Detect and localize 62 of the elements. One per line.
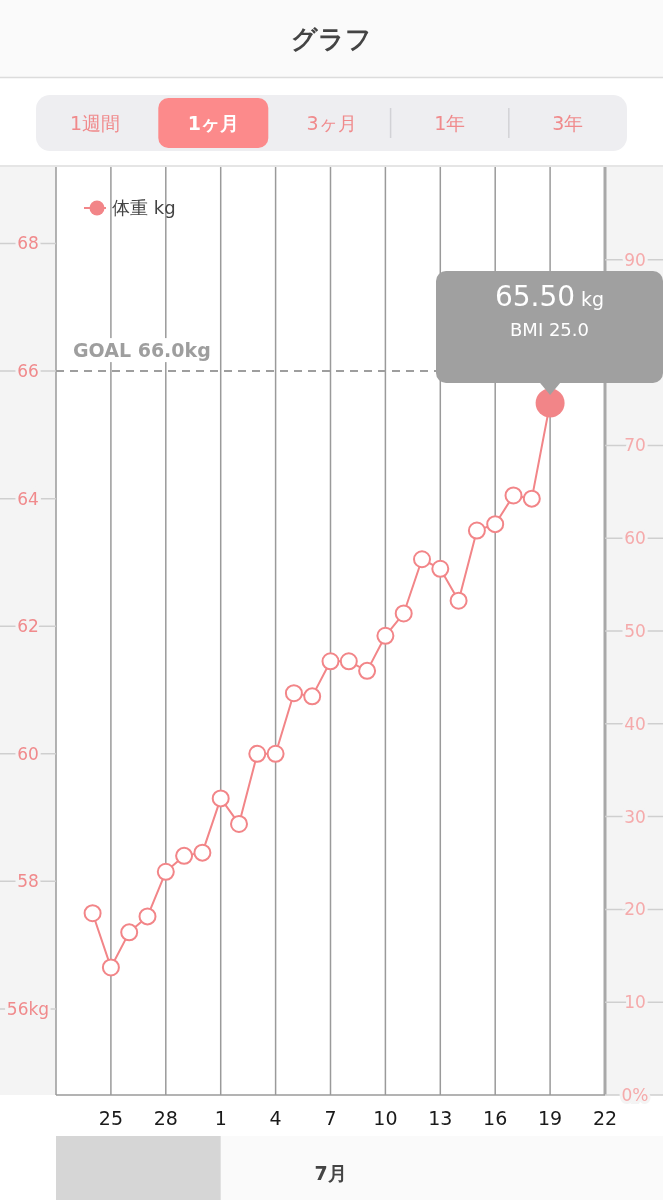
y-tick-label: 56kg [6,998,50,1019]
point [193,843,212,862]
y2-tick-label: 40 [624,713,646,734]
point [266,744,285,763]
point [303,687,322,706]
y2-tick-label: 0% [621,1084,649,1105]
point [467,521,486,540]
x-axis-title: 7月 [314,1162,347,1184]
y2-tick-label: 10 [624,992,646,1013]
y-tick-label: 68 [17,233,39,254]
point [413,550,431,569]
x-tick-label: 16 [483,1107,508,1129]
chart-title: グラフ [291,24,372,54]
y2-tick-label: 60 [624,528,646,549]
y2-tick-label: 90 [624,249,646,270]
point [138,907,157,926]
point [101,958,120,977]
x-tick-label: 13 [428,1107,453,1129]
x-tick-label: 7 [324,1107,337,1129]
y-tick-label: 60 [17,743,39,764]
x-tick-label: 25 [98,1107,123,1129]
point [321,652,340,671]
x-tick-label: 4 [269,1107,282,1129]
point [156,862,175,881]
y2-tick-label: 70 [624,435,646,456]
text: 1年 [434,112,466,134]
y-tick-label: 58 [17,871,39,892]
point [394,604,413,623]
text: 1週間 [70,112,121,134]
point [504,486,523,505]
text: 3年 [552,112,584,134]
point [175,846,194,865]
point [522,489,541,508]
point [248,744,267,763]
point [449,591,468,610]
point [211,789,230,808]
text: 3ヶ月 [306,112,357,134]
point [358,661,377,680]
y2-tick-label: 50 [624,620,646,641]
annotation: BMI 25.0 [510,318,589,340]
annotation: 65.50 kg [494,279,605,313]
y2-tick-label: 20 [624,899,646,920]
point [284,684,303,703]
point [83,904,102,923]
point [339,652,358,671]
x-tick-label: 10 [373,1107,398,1129]
point [431,559,450,578]
y2-tick-label: 30 [624,806,646,827]
point [486,515,505,534]
x-tick-label: 22 [592,1107,618,1129]
legend-label: 体重 kg [112,197,176,219]
ref-line-label: GOAL 66.0kg [73,339,211,362]
y-tick-label: 62 [17,616,39,637]
point [230,814,248,833]
text: 1ヶ月 [187,112,239,134]
y-tick-label: 66 [17,361,39,382]
x-tick-label: 19 [538,1107,563,1129]
point [120,923,139,942]
x-tick-label: 28 [153,1107,178,1129]
y-tick-label: 64 [17,488,39,509]
point [376,626,395,645]
x-tick-label: 1 [214,1107,227,1129]
